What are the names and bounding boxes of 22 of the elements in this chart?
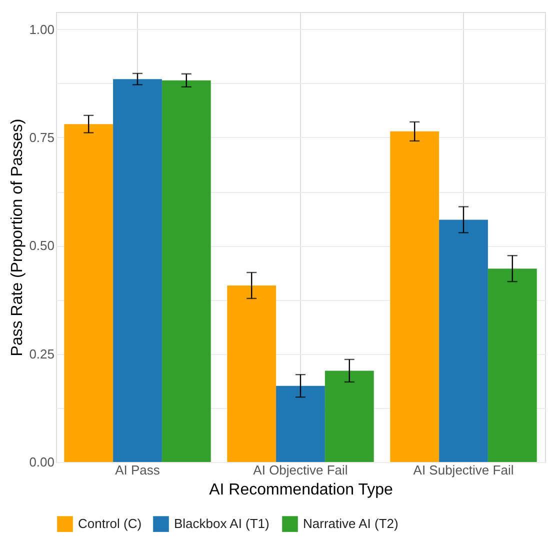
y-tick-label: 0.50 — [29, 238, 54, 254]
bar — [227, 285, 276, 462]
y-tick-label: 0.00 — [29, 454, 54, 470]
bar — [390, 131, 440, 462]
x-tick-label: AI Objective Fail — [253, 462, 348, 478]
y-tick-label: 0.25 — [29, 346, 54, 362]
y-tick-label: 0.75 — [29, 130, 54, 145]
bar — [162, 80, 211, 462]
y-axis-title: Pass Rate (Proportion of Passes) — [9, 118, 26, 356]
bar — [113, 79, 162, 462]
bar — [439, 220, 488, 462]
bar — [488, 268, 537, 462]
x-axis-title: AI Recommendation Type — [209, 482, 393, 498]
x-tick-label: AI Subjective Fail — [413, 462, 514, 478]
bar — [324, 370, 374, 462]
legend-label: Blackbox AI (T1) — [174, 516, 270, 532]
bar — [276, 386, 325, 462]
legend-label: Narrative AI (T2) — [303, 516, 398, 532]
bar — [64, 124, 114, 462]
y-tick-label: 1.00 — [29, 22, 54, 37]
legend-label: Control (C) — [78, 516, 142, 532]
x-tick-label: AI Pass — [115, 462, 160, 478]
